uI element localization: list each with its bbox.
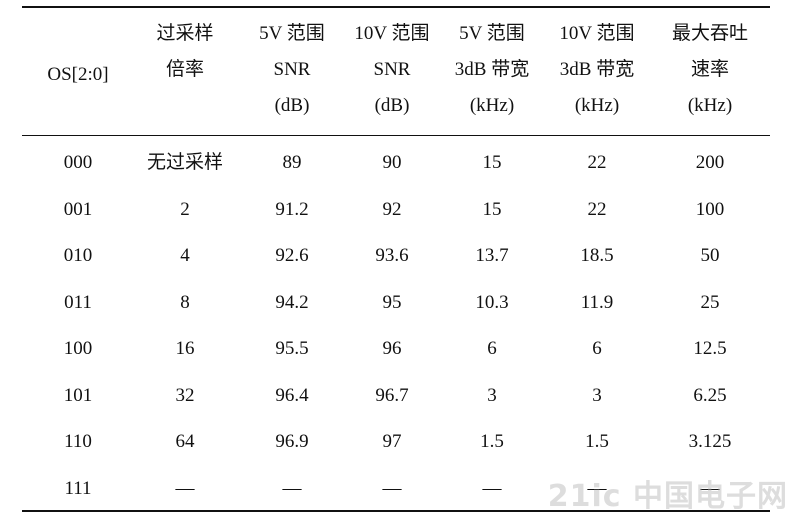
table-cell: 001 [63,198,93,220]
table-cell: 32 [175,384,195,406]
table-cell: — [482,477,502,499]
table-cell: 011 [64,291,92,313]
table-cell: 无过采样 [146,152,223,173]
header-os-line1: OS[2:0] [47,64,109,85]
table-cell: 100 [695,198,725,220]
header-5v-bandwidth-line2: 3dB 带宽 [454,59,530,80]
table-cell: 92 [382,198,402,220]
table-cell: 96.7 [375,384,409,406]
table-cell: — [282,477,302,499]
header-os: OS[2:0] [22,16,134,134]
table-row: 100 16 95.5 96 6 6 12.5 [22,326,770,373]
header-5v-snr-line3: (dB) [274,95,310,116]
header-max-throughput-line3: (kHz) [687,95,733,116]
header-10v-snr-line1: 10V 范围 [354,23,430,44]
header-max-throughput: 最大吞吐 速率 (kHz) [650,16,770,134]
header-5v-bandwidth-line1: 5V 范围 [459,23,525,44]
table-cell: 4 [180,245,190,266]
table-cell: 92.6 [275,245,309,266]
table-cell: 13.7 [475,245,509,266]
table-bottom-rule [22,510,770,512]
table-cell: 11.9 [580,291,614,313]
table-cell: 6 [592,338,602,359]
table-cell: 22 [587,152,607,173]
table-cell: 96 [382,338,402,359]
header-10v-bandwidth-line1: 10V 范围 [559,23,635,44]
table-cell: 010 [63,245,93,266]
header-10v-bandwidth: 10V 范围 3dB 带宽 (kHz) [542,16,652,134]
table-cell: 89 [282,152,302,173]
table-cell: 3.125 [688,431,732,452]
table-header-row: OS[2:0] 过采样 倍率 5V 范围 SNR (dB) 10V 范围 SNR… [22,16,770,134]
table-row: 001 2 91.2 92 15 22 100 [22,187,770,234]
header-5v-snr-line1: 5V 范围 [259,23,325,44]
table-cell: 96.4 [275,384,309,406]
oversampling-table: OS[2:0] 过采样 倍率 5V 范围 SNR (dB) 10V 范围 SNR… [22,0,770,517]
table-cell: 12.5 [693,338,727,359]
table-cell: 95.5 [275,338,309,359]
table-cell: 3 [487,384,497,406]
header-10v-bandwidth-line2: 3dB 带宽 [559,59,635,80]
table-cell: 6.25 [693,384,727,406]
header-10v-bandwidth-line3: (kHz) [574,95,620,116]
table-cell: 15 [482,198,502,220]
table-cell: 3 [592,384,602,406]
table-top-rule [22,6,770,8]
table-cell: 18.5 [580,245,614,266]
table-row: 011 8 94.2 95 10.3 11.9 25 [22,280,770,327]
table-cell: — [587,477,607,499]
table-row: 010 4 92.6 93.6 13.7 18.5 50 [22,233,770,280]
table-cell: 16 [175,338,195,359]
table-cell: 1.5 [585,431,609,452]
table-cell: 64 [175,431,195,452]
table-cell: 93.6 [375,245,409,266]
table-cell: — [382,477,402,499]
header-10v-snr-line2: SNR [373,59,411,80]
table-cell: 100 [63,338,93,359]
table-cell: 97 [382,431,402,452]
header-oversampling-ratio: 过采样 倍率 [130,16,240,134]
header-max-throughput-line1: 最大吞吐 [671,23,748,44]
table-cell: 111 [64,477,92,499]
table-cell: 110 [64,431,92,452]
table-cell: 200 [695,152,725,173]
header-5v-snr-line2: SNR [273,59,311,80]
table-row: 101 32 96.4 96.7 3 3 6.25 [22,373,770,420]
table-body: 000 无过采样 89 90 15 22 200 001 2 91.2 92 15 22 100 010 4 9… [22,140,770,512]
table-cell: 50 [700,245,720,266]
header-10v-snr-line3: (dB) [374,95,410,116]
table-row: 111 — — — — — — [22,466,770,513]
header-10v-snr: 10V 范围 SNR (dB) [340,16,444,134]
site-watermark: 21ic 中国电子网 [547,479,788,514]
table-cell: 91.2 [275,198,309,220]
header-oversampling-ratio-line1: 过采样 [156,23,214,44]
table-cell: 96.9 [275,431,309,452]
header-max-throughput-line2: 速率 [690,59,729,80]
table-cell: 90 [382,152,402,173]
table-cell: — [175,477,195,499]
table-cell: 22 [587,198,607,220]
table-cell: 000 [63,152,93,173]
table-cell: 1.5 [480,431,504,452]
table-cell: 15 [482,152,502,173]
table-cell: 2 [180,198,190,220]
table-cell: 101 [63,384,93,406]
header-oversampling-ratio-line2: 倍率 [165,59,204,80]
header-5v-bandwidth-line3: (kHz) [469,95,515,116]
table-cell: — [700,477,720,499]
header-5v-bandwidth: 5V 范围 3dB 带宽 (kHz) [440,16,544,134]
table-row: 000 无过采样 89 90 15 22 200 [22,140,770,187]
table-row: 110 64 96.9 97 1.5 1.5 3.125 [22,419,770,466]
table-cell: 25 [700,291,720,313]
table-cell: 8 [180,291,190,313]
header-5v-snr: 5V 范围 SNR (dB) [240,16,344,134]
table-header-rule [22,135,770,136]
table-cell: 95 [382,291,402,313]
table-cell: 6 [487,338,497,359]
table-cell: 94.2 [275,291,309,313]
table-cell: 10.3 [475,291,509,313]
